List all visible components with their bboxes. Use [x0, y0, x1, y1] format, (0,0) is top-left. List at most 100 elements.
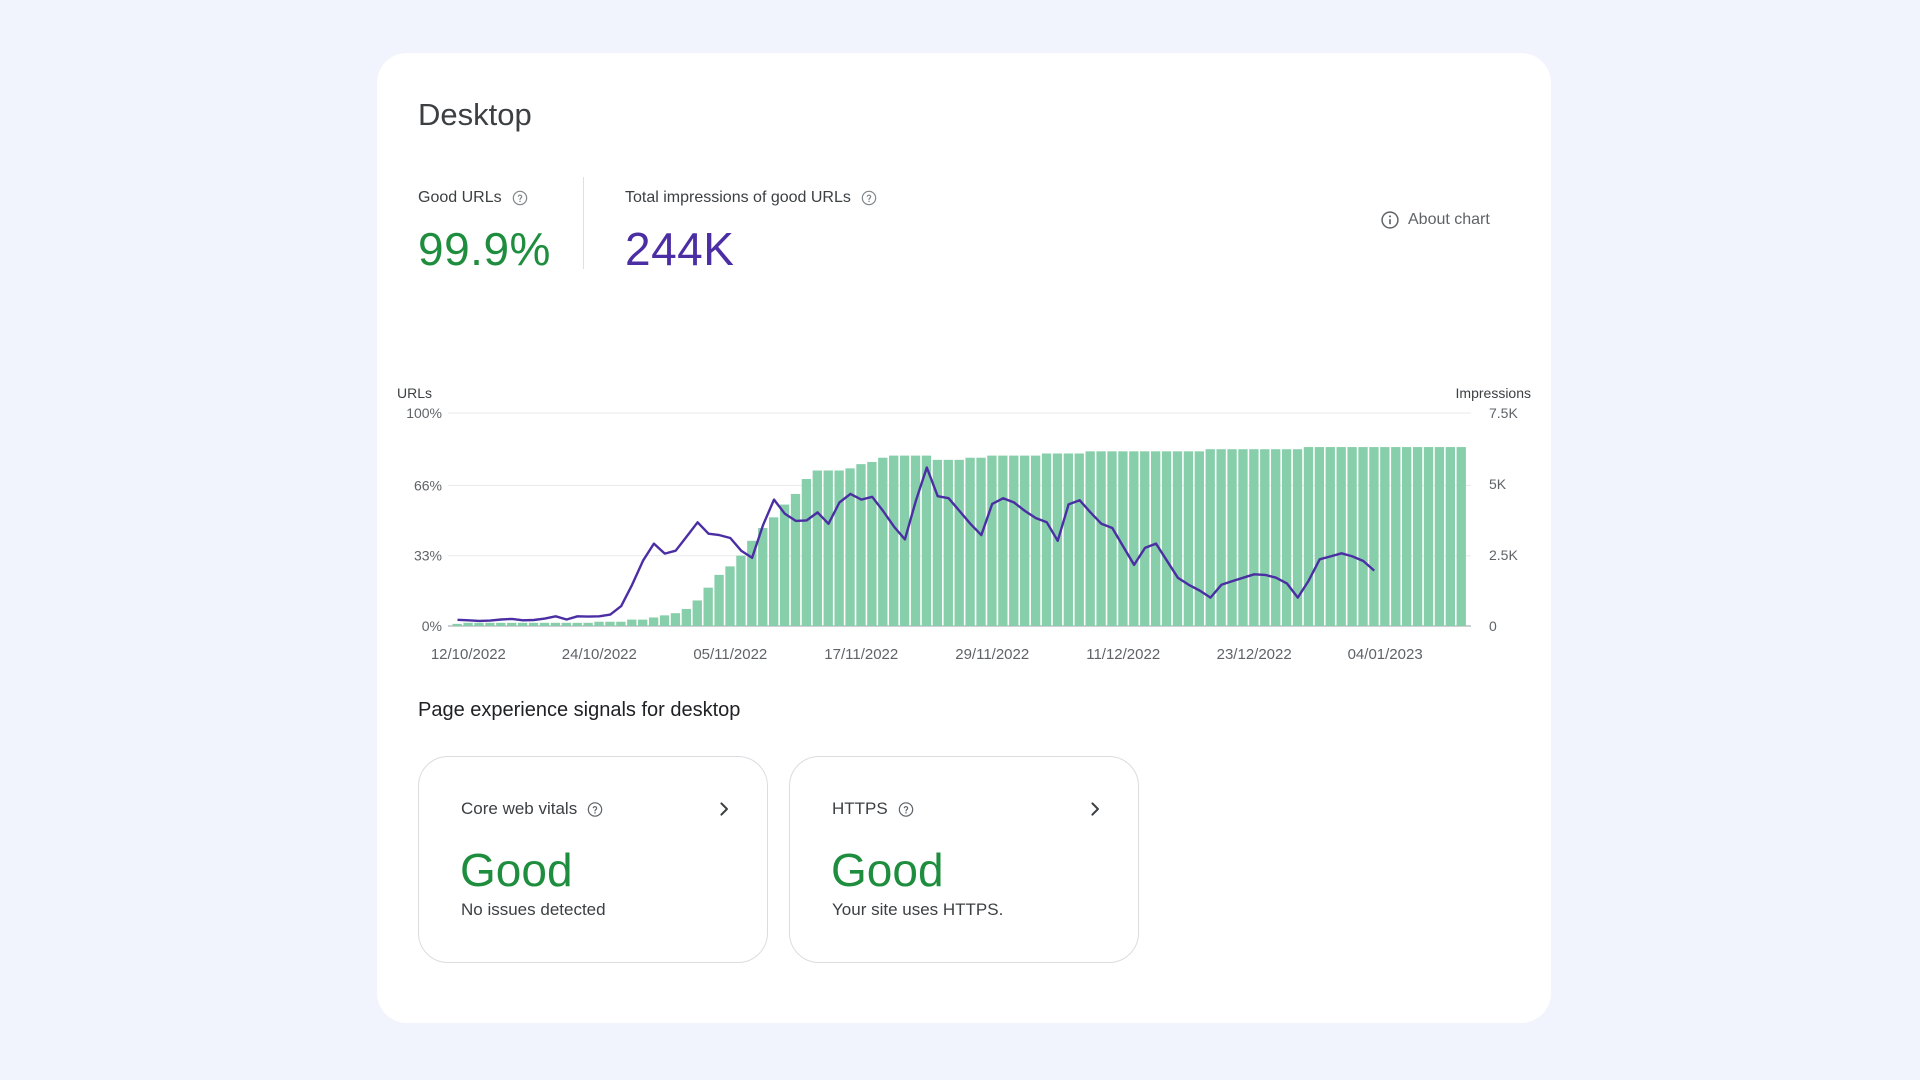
help-circle-icon[interactable]: [512, 190, 528, 206]
good-urls-bar: [648, 617, 659, 626]
good-urls-bar: [1358, 447, 1368, 626]
good-urls-bar: [1391, 447, 1401, 626]
impressions-label: Total impressions of good URLs: [625, 189, 851, 206]
good-urls-bar: [1063, 453, 1073, 626]
good-urls-bar: [1161, 451, 1172, 626]
good-urls-bar: [1030, 455, 1041, 626]
good-urls-bar: [1434, 447, 1445, 626]
x-axis-tick-label: 17/11/2022: [824, 646, 898, 663]
good-urls-bar: [1456, 447, 1466, 626]
good-urls-bar: [779, 504, 790, 626]
good-urls-bar: [452, 623, 462, 626]
page-title: Desktop: [418, 97, 532, 132]
good-urls-bar: [1183, 451, 1194, 626]
good-urls-bar: [889, 455, 899, 626]
core-web-vitals-tile[interactable]: Core web vitals Good No issues detected: [418, 756, 768, 963]
good-urls-bar: [943, 459, 953, 626]
good-urls-metric: Good URLs 99.9%: [418, 186, 551, 276]
good-urls-bar: [528, 622, 539, 626]
core-web-vitals-status: Good: [460, 844, 573, 896]
good-urls-bar: [1140, 451, 1150, 626]
right-axis-title: Impressions: [1456, 385, 1531, 401]
x-axis-tick-label: 12/10/2022: [431, 646, 506, 663]
good-urls-bar: [1423, 447, 1434, 626]
good-urls-bar: [1238, 449, 1248, 626]
good-urls-bar: [1369, 447, 1379, 626]
core-web-vitals-label: Core web vitals: [461, 799, 578, 818]
x-axis-tick-label: 23/12/2022: [1217, 646, 1292, 663]
good-urls-bar: [507, 622, 517, 626]
signals-section-title: Page experience signals for desktop: [418, 699, 741, 721]
good-urls-bar: [1271, 449, 1281, 626]
good-urls-bar: [736, 555, 746, 626]
good-urls-bar: [987, 455, 997, 626]
impressions-value: 244K: [625, 223, 735, 275]
good-urls-bar: [605, 621, 615, 626]
good-urls-bar: [769, 517, 779, 626]
good-urls-bar: [1380, 447, 1390, 626]
good-urls-bar: [998, 455, 1008, 626]
good-urls-bar: [965, 457, 975, 626]
good-urls-bar: [867, 461, 877, 626]
good-urls-bar: [539, 622, 550, 626]
good-urls-bar: [1314, 447, 1325, 626]
good-urls-bar: [1085, 451, 1095, 626]
help-circle-icon[interactable]: [587, 801, 603, 817]
good-urls-bar: [692, 600, 702, 626]
good-urls-bar: [1347, 447, 1357, 626]
good-urls-bar: [1325, 447, 1335, 626]
good-urls-bar: [561, 622, 571, 626]
good-urls-bar: [921, 455, 932, 626]
good-urls-bar: [1009, 455, 1019, 626]
good-urls-bar: [878, 457, 888, 626]
right-axis-tick-label: 5K: [1489, 476, 1507, 492]
left-axis-tick-label: 100%: [406, 405, 442, 421]
good-urls-bar: [1020, 455, 1030, 626]
good-urls-bar: [1041, 453, 1052, 626]
good-urls-bar: [758, 528, 768, 626]
good-urls-bar: [1303, 447, 1314, 626]
help-circle-icon[interactable]: [861, 190, 877, 206]
metric-divider: [583, 177, 584, 269]
good-urls-bar: [616, 621, 626, 626]
good-urls-bar: [1227, 449, 1237, 626]
good-urls-bar: [1129, 451, 1139, 626]
good-urls-bar: [747, 540, 757, 626]
good-urls-bar: [790, 493, 801, 626]
chevron-right-icon[interactable]: [715, 800, 733, 818]
good-urls-bar: [1074, 453, 1084, 626]
good-urls-bar: [1118, 451, 1128, 626]
good-urls-bar: [1194, 451, 1204, 626]
left-axis-tick-label: 33%: [414, 548, 442, 564]
x-axis-tick-label: 05/11/2022: [693, 646, 767, 663]
good-urls-bar: [627, 619, 637, 626]
left-axis-title: URLs: [397, 385, 432, 401]
good-urls-bar: [1281, 449, 1292, 626]
good-urls-bar: [1216, 449, 1226, 626]
help-circle-icon[interactable]: [898, 801, 914, 817]
good-urls-bar: [845, 468, 855, 626]
https-tile[interactable]: HTTPS Good Your site uses HTTPS.: [789, 756, 1139, 963]
good-urls-bar: [910, 455, 921, 626]
good-urls-bar: [856, 464, 866, 626]
good-urls-bar: [485, 622, 495, 626]
info-circle-icon: [1380, 210, 1400, 230]
impressions-metric: Total impressions of good URLs 244K: [625, 186, 877, 276]
good-urls-bar: [1205, 449, 1215, 626]
good-urls-bar: [812, 470, 822, 626]
good-urls-bar: [572, 622, 582, 626]
good-urls-bar: [1150, 451, 1161, 626]
left-axis-tick-label: 66%: [414, 477, 442, 493]
good-urls-bar: [954, 459, 964, 626]
good-urls-bar: [976, 457, 986, 626]
good-urls-bar: [659, 615, 670, 626]
x-axis-tick-label: 11/12/2022: [1086, 646, 1160, 663]
chevron-right-icon[interactable]: [1086, 800, 1104, 818]
good-urls-bar: [1336, 447, 1346, 626]
good-urls-bar: [517, 622, 528, 626]
good-urls-label: Good URLs: [418, 189, 502, 206]
good-urls-bar: [899, 455, 910, 626]
good-urls-bar: [1402, 447, 1412, 626]
right-axis-tick-label: 0: [1489, 618, 1497, 634]
about-chart-link[interactable]: About chart: [1380, 210, 1490, 230]
